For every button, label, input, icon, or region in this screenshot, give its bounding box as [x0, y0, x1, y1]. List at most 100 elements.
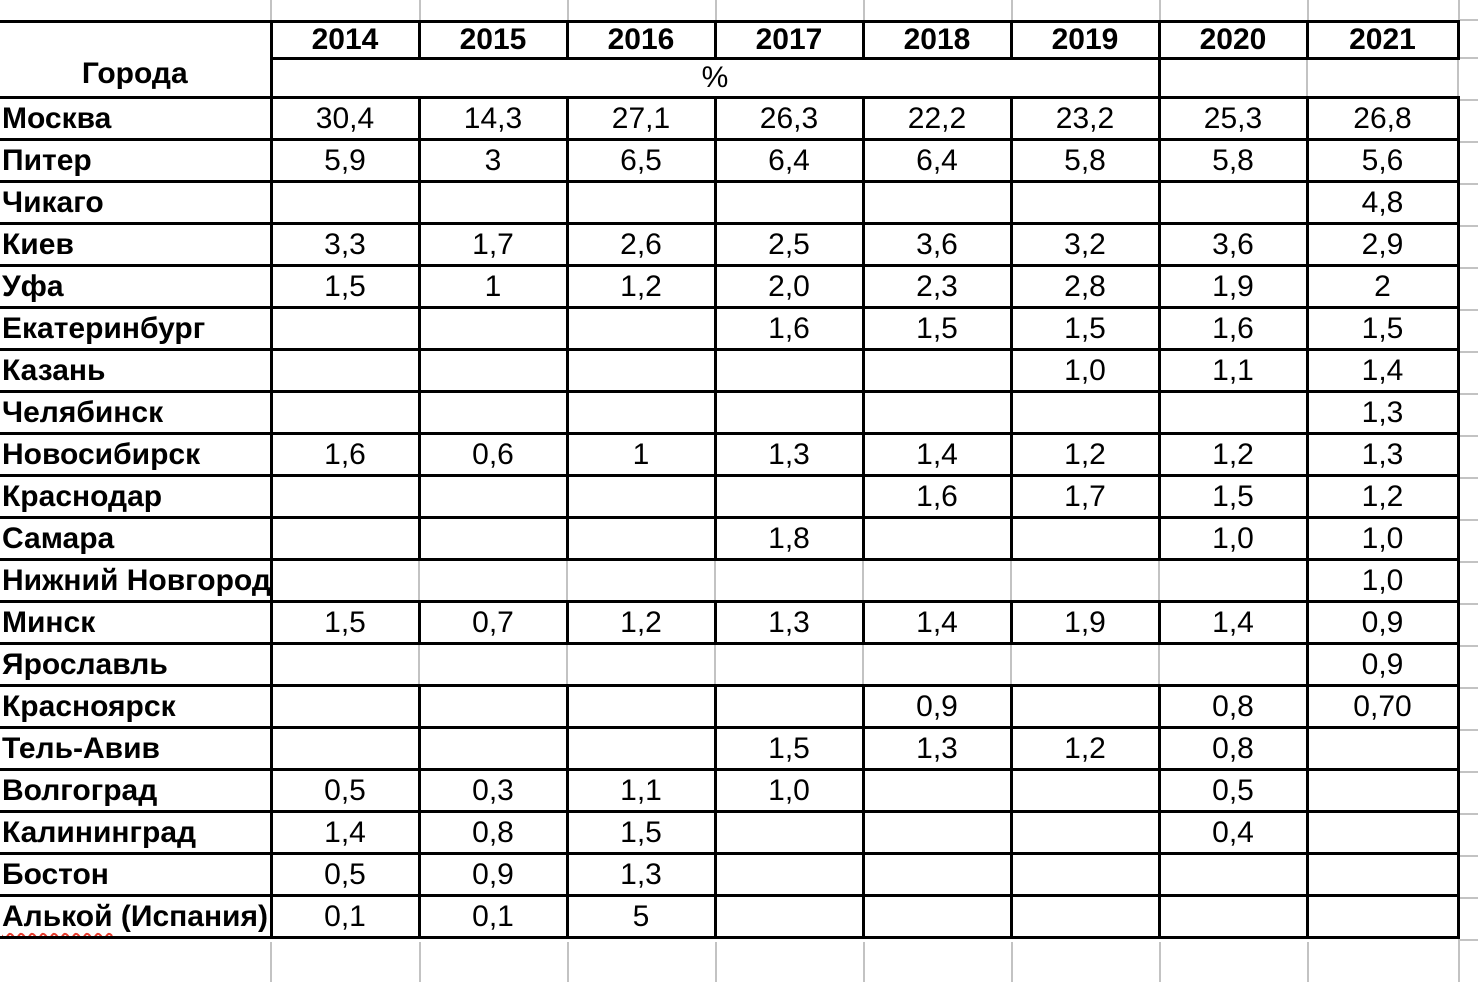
value-cell-2020[interactable]: 3,6 — [1157, 222, 1309, 267]
value-cell-2016[interactable]: 1,5 — [565, 810, 717, 855]
value-cell-2018[interactable] — [862, 642, 1012, 687]
city-name-cell[interactable]: Красноярск — [0, 684, 273, 729]
value-cell-2021[interactable]: 1,5 — [1305, 306, 1460, 351]
value-cell-2016[interactable] — [566, 642, 716, 687]
value-cell-2021[interactable]: 1,4 — [1305, 348, 1460, 393]
year-header-cell-2016[interactable]: 2016 — [565, 20, 717, 60]
value-cell-2019[interactable]: 2,8 — [1009, 264, 1161, 309]
city-name-cell[interactable]: Ярославль — [0, 642, 273, 687]
value-cell-2016[interactable]: 2,6 — [565, 222, 717, 267]
value-cell-2014[interactable]: 0,5 — [269, 768, 421, 813]
value-cell-2014[interactable] — [269, 516, 421, 561]
city-name-cell[interactable]: Краснодар — [0, 474, 273, 519]
value-cell-2019[interactable] — [1009, 768, 1161, 813]
value-cell-2020[interactable]: 1,5 — [1157, 474, 1309, 519]
value-cell-2014[interactable]: 1,4 — [269, 810, 421, 855]
value-cell-2016[interactable] — [565, 726, 717, 771]
value-cell-2021[interactable]: 1,2 — [1305, 474, 1460, 519]
value-cell-2016[interactable] — [566, 558, 716, 603]
value-cell-2018[interactable] — [861, 180, 1013, 225]
value-cell-2015[interactable]: 0,8 — [417, 810, 569, 855]
value-cell-2019[interactable] — [1009, 852, 1161, 897]
value-cell-2018[interactable]: 1,3 — [861, 726, 1013, 771]
city-name-cell[interactable]: Чикаго — [0, 180, 273, 225]
value-cell-2018[interactable]: 2,3 — [861, 264, 1013, 309]
value-cell-2017[interactable] — [713, 474, 865, 519]
value-cell-2014[interactable] — [269, 726, 421, 771]
value-cell-2020[interactable] — [1157, 894, 1309, 939]
value-cell-2014[interactable]: 5,9 — [269, 138, 421, 183]
value-cell-2015[interactable] — [418, 558, 568, 603]
value-cell-2019[interactable] — [1009, 684, 1161, 729]
value-cell-2017[interactable]: 1,5 — [713, 726, 865, 771]
value-cell-2018[interactable]: 0,9 — [861, 684, 1013, 729]
value-cell-2017[interactable]: 1,3 — [713, 600, 865, 645]
value-cell-2015[interactable] — [417, 180, 569, 225]
value-cell-2021[interactable]: 1,0 — [1305, 558, 1460, 603]
value-cell-2014[interactable] — [270, 642, 420, 687]
value-cell-2016[interactable] — [565, 684, 717, 729]
value-cell-2014[interactable] — [269, 390, 421, 435]
value-cell-2020[interactable]: 0,8 — [1157, 726, 1309, 771]
value-cell-2019[interactable]: 5,8 — [1009, 138, 1161, 183]
city-name-cell[interactable]: Волгоград — [0, 768, 273, 813]
value-cell-2018[interactable]: 6,4 — [861, 138, 1013, 183]
value-cell-2014[interactable] — [269, 348, 421, 393]
value-cell-2015[interactable]: 3 — [417, 138, 569, 183]
value-cell-2021[interactable]: 1,0 — [1305, 516, 1460, 561]
value-cell-2015[interactable] — [417, 474, 569, 519]
value-cell-2019[interactable] — [1009, 894, 1161, 939]
city-name-cell[interactable]: Москва — [0, 96, 273, 141]
value-cell-2020[interactable]: 0,4 — [1157, 810, 1309, 855]
value-cell-2015[interactable]: 0,7 — [417, 600, 569, 645]
value-cell-2016[interactable]: 1 — [565, 432, 717, 477]
value-cell-2019[interactable]: 23,2 — [1009, 96, 1161, 141]
city-name-cell[interactable]: Екатеринбург — [0, 306, 273, 351]
value-cell-2015[interactable]: 0,9 — [417, 852, 569, 897]
value-cell-2020[interactable]: 1,9 — [1157, 264, 1309, 309]
value-cell-2016[interactable]: 1,2 — [565, 600, 717, 645]
value-cell-2019[interactable] — [1009, 516, 1161, 561]
value-cell-2016[interactable] — [565, 390, 717, 435]
value-cell-2019[interactable] — [1010, 558, 1160, 603]
value-cell-2015[interactable] — [417, 390, 569, 435]
value-cell-2014[interactable]: 0,5 — [269, 852, 421, 897]
value-cell-2014[interactable] — [269, 684, 421, 729]
percent-unit-cell[interactable]: % — [269, 57, 1161, 99]
value-cell-2018[interactable]: 22,2 — [861, 96, 1013, 141]
city-name-cell[interactable]: Челябинск — [0, 390, 273, 435]
value-cell-2019[interactable]: 1,5 — [1009, 306, 1161, 351]
value-cell-2021[interactable]: 1,3 — [1305, 390, 1460, 435]
value-cell-2021[interactable]: 0,9 — [1305, 642, 1460, 687]
value-cell-2017[interactable]: 1,0 — [713, 768, 865, 813]
value-cell-2017[interactable] — [714, 642, 864, 687]
year-header-cell-2017[interactable]: 2017 — [713, 20, 865, 60]
value-cell-2021[interactable]: 5,6 — [1305, 138, 1460, 183]
value-cell-2020[interactable] — [1158, 642, 1309, 687]
city-name-cell[interactable]: Бостон — [0, 852, 273, 897]
year-header-cell-2018[interactable]: 2018 — [861, 20, 1013, 60]
value-cell-2014[interactable] — [270, 558, 420, 603]
value-cell-2015[interactable]: 1 — [417, 264, 569, 309]
value-cell-2015[interactable]: 14,3 — [417, 96, 569, 141]
year-header-cell-2019[interactable]: 2019 — [1009, 20, 1161, 60]
value-cell-2018[interactable]: 1,6 — [861, 474, 1013, 519]
value-cell-2018[interactable] — [861, 768, 1013, 813]
city-name-cell[interactable]: Нижний Новгород — [0, 558, 273, 603]
value-cell-2017[interactable]: 26,3 — [713, 96, 865, 141]
city-name-cell[interactable]: Тель-Авив — [0, 726, 273, 771]
value-cell-2017[interactable] — [713, 180, 865, 225]
value-cell-2017[interactable]: 6,4 — [713, 138, 865, 183]
value-cell-2015[interactable]: 0,1 — [417, 894, 569, 939]
value-cell-2016[interactable]: 5 — [565, 894, 717, 939]
value-cell-2014[interactable]: 3,3 — [269, 222, 421, 267]
value-cell-2019[interactable] — [1010, 642, 1160, 687]
value-cell-2020[interactable]: 1,6 — [1157, 306, 1309, 351]
city-name-cell[interactable]: Минск — [0, 600, 273, 645]
value-cell-2020[interactable] — [1157, 852, 1309, 897]
value-cell-2021[interactable]: 2,9 — [1305, 222, 1460, 267]
value-cell-2015[interactable] — [417, 516, 569, 561]
value-cell-2020[interactable]: 1,0 — [1157, 516, 1309, 561]
value-cell-2021[interactable]: 2 — [1305, 264, 1460, 309]
value-cell-2020[interactable] — [1157, 390, 1309, 435]
